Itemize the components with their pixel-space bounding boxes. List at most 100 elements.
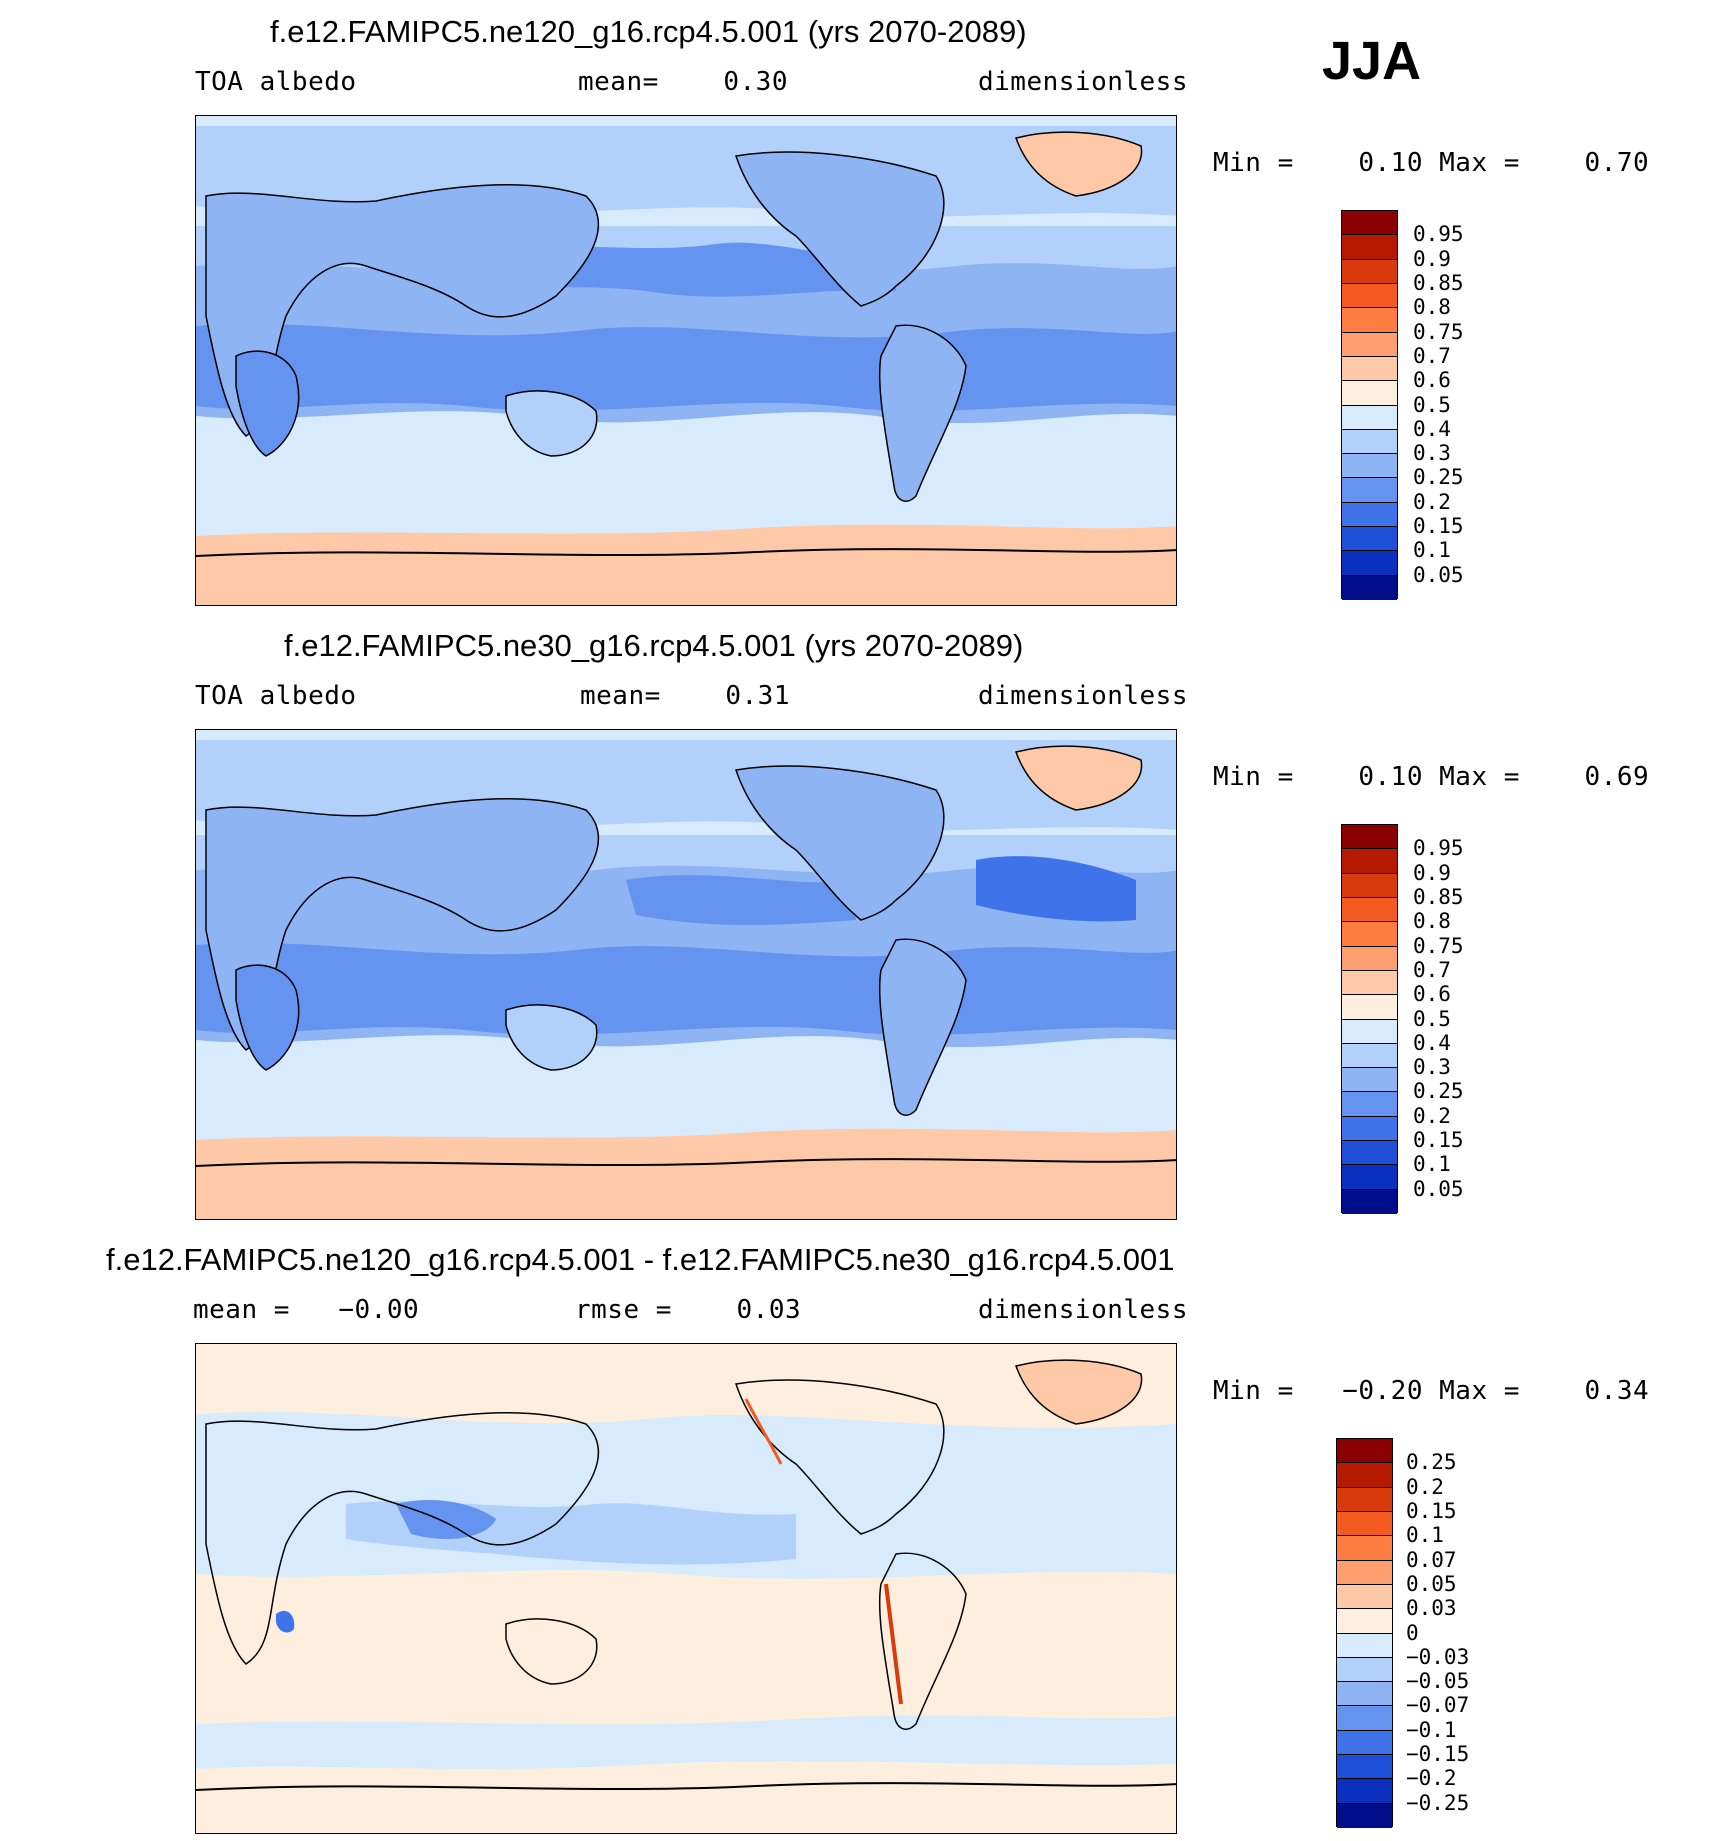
ocean-dark-band: [196, 942, 1176, 1035]
colorbar-swatch: [1342, 1116, 1397, 1142]
colorbar-tick-label: 0.25: [1406, 1450, 1457, 1475]
colorbar-swatch: [1342, 1189, 1397, 1214]
colorbar-tick-label: 0.6: [1413, 982, 1451, 1007]
colorbar-tick-label: 0.7: [1413, 343, 1451, 368]
colorbar-tick-label: 0.2: [1406, 1474, 1444, 1499]
colorbar-tick-label: 0.15: [1413, 514, 1464, 539]
panel-3-minmax: Min = −0.20 Max = 0.34: [1213, 1376, 1650, 1406]
colorbar-swatch: [1342, 502, 1397, 528]
africa-negative-spot: [276, 1610, 295, 1633]
australia: [505, 1618, 598, 1685]
colorbar-swatch: [1342, 527, 1397, 552]
north-america: [735, 151, 945, 307]
antarctic-ice: [196, 524, 1176, 605]
colorbar-swatch: [1337, 1584, 1392, 1610]
south-america: [878, 938, 967, 1116]
panel-1-center-label: mean= 0.30: [578, 67, 788, 97]
india-strong-negative: [396, 1499, 496, 1539]
colorbar-swatch: [1337, 1779, 1392, 1804]
panel-2-center-label: mean= 0.31: [580, 681, 790, 711]
colorbar-tick-label: −0.05: [1406, 1669, 1470, 1694]
rockies-positive: [744, 1398, 783, 1465]
antarctic-coast: [196, 1782, 1176, 1791]
panel-3-colorbar-box: [1336, 1438, 1393, 1828]
colorbar-tick-label: 0: [1406, 1620, 1419, 1645]
panel-3-right-label: dimensionless: [978, 1295, 1188, 1325]
andes-positive: [884, 1583, 903, 1705]
antarctic-coast: [196, 1158, 1176, 1167]
colorbar-tick-label: 0.95: [1413, 836, 1464, 861]
colorbar-swatch: [1342, 970, 1397, 996]
panel-1-colorbar-box: [1341, 210, 1398, 600]
colorbar-swatch: [1337, 1755, 1392, 1780]
colorbar-swatch: [1342, 1141, 1397, 1166]
colorbar-tick-label: 0.85: [1413, 884, 1464, 909]
colorbar-tick-label: 0.1: [1413, 1152, 1451, 1177]
colorbar-tick-label: 0.7: [1413, 957, 1451, 982]
antarctic-coast: [196, 548, 1176, 557]
colorbar-tick-label: 0.05: [1406, 1571, 1457, 1596]
colorbar-swatch: [1342, 356, 1397, 382]
eurasia-africa: [205, 1412, 599, 1665]
panel-1-map: [195, 115, 1177, 606]
colorbar-tick-label: 0.85: [1413, 270, 1464, 295]
south-america: [878, 324, 967, 502]
colorbar-swatch: [1342, 1068, 1397, 1093]
colorbar-swatch: [1337, 1560, 1392, 1585]
colorbar-swatch: [1342, 1043, 1397, 1069]
colorbar-swatch: [1337, 1609, 1392, 1634]
colorbar-swatch: [1337, 1463, 1392, 1488]
colorbar-tick-label: 0.2: [1413, 489, 1451, 514]
australia: [505, 390, 598, 457]
panel-2-minmax: Min = 0.10 Max = 0.69: [1213, 762, 1650, 792]
panel-2-title: f.e12.FAMIPC5.ne30_g16.rcp4.5.001 (yrs 2…: [284, 628, 1024, 663]
colorbar-tick-label: 0.5: [1413, 392, 1451, 417]
colorbar-tick-label: 0.3: [1413, 441, 1451, 466]
colorbar-swatch: [1342, 575, 1397, 600]
greenland: [1015, 745, 1143, 811]
north-america: [735, 765, 945, 921]
africa-south: [235, 350, 300, 457]
colorbar-swatch: [1337, 1439, 1392, 1464]
south-america: [878, 1552, 967, 1730]
panel-2-map: [195, 729, 1177, 1220]
colorbar-swatch: [1342, 405, 1397, 430]
colorbar-tick-label: −0.15: [1406, 1742, 1470, 1767]
colorbar-tick-label: 0.8: [1413, 295, 1451, 320]
panel-2-colorbar-box: [1341, 824, 1398, 1214]
colorbar-swatch: [1342, 897, 1397, 923]
colorbar-swatch: [1342, 849, 1397, 874]
panel-3-center-label: rmse = 0.03: [575, 1295, 802, 1325]
colorbar-swatch: [1337, 1706, 1392, 1731]
colorbar-tick-label: 0.6: [1413, 368, 1451, 393]
antarctic-ice: [196, 1128, 1176, 1219]
colorbar-swatch: [1342, 283, 1397, 309]
colorbar-tick-label: 0.2: [1413, 1103, 1451, 1128]
panel-1-map-svg: [196, 116, 1176, 605]
colorbar-swatch: [1342, 308, 1397, 333]
panel-1-minmax: Min = 0.10 Max = 0.70: [1213, 148, 1650, 178]
panel-2-left-label: TOA albedo: [195, 681, 357, 711]
panel-1-right-label: dimensionless: [978, 67, 1188, 97]
panel-3-map: [195, 1343, 1177, 1834]
colorbar-tick-label: 0.05: [1413, 1176, 1464, 1201]
colorbar-swatch: [1342, 259, 1397, 284]
colorbar-swatch: [1337, 1730, 1392, 1756]
greenland: [1015, 131, 1143, 197]
colorbar-swatch: [1337, 1487, 1392, 1512]
colorbar-swatch: [1337, 1536, 1392, 1561]
north-america: [735, 1379, 945, 1535]
colorbar-swatch: [1342, 454, 1397, 479]
colorbar-tick-label: 0.1: [1406, 1523, 1444, 1548]
colorbar-tick-label: −0.03: [1406, 1644, 1470, 1669]
colorbar-swatch: [1342, 235, 1397, 260]
season-label: JJA: [1322, 31, 1422, 91]
colorbar-tick-label: −0.2: [1406, 1766, 1457, 1791]
colorbar-swatch: [1337, 1682, 1392, 1707]
colorbar-swatch: [1342, 332, 1397, 357]
panel-1-left-label: TOA albedo: [195, 67, 357, 97]
colorbar-swatch: [1342, 1019, 1397, 1044]
colorbar-tick-label: 0.75: [1413, 319, 1464, 344]
colorbar-swatch: [1342, 211, 1397, 236]
colorbar-tick-label: −0.07: [1406, 1693, 1470, 1718]
